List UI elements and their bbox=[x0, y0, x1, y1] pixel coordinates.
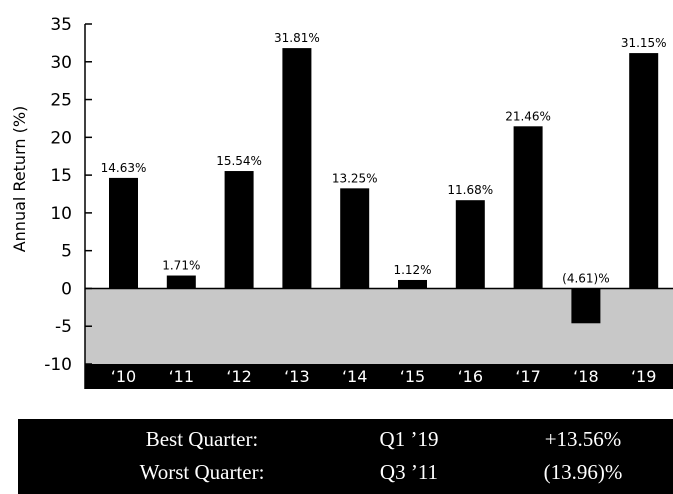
best-quarter-value: +13.56% bbox=[544, 427, 622, 451]
y-axis-ticks: 35 30 25 20 15 10 5 0 -5 -10 bbox=[44, 15, 92, 375]
y-tick-label-1: 30 bbox=[50, 53, 72, 73]
bar-9 bbox=[629, 53, 659, 289]
y-tick-label-9: -10 bbox=[44, 355, 72, 375]
bar-series bbox=[109, 48, 659, 324]
worst-quarter-period: Q3 ’11 bbox=[379, 460, 439, 484]
data-label-9: 31.15% bbox=[621, 36, 667, 50]
worst-quarter-row: Worst Quarter: Q3 ’11 (13.96)% bbox=[18, 460, 673, 490]
data-label-3: 31.81% bbox=[274, 31, 320, 45]
y-tick-label-0: 35 bbox=[50, 15, 72, 35]
bar-6 bbox=[455, 200, 485, 289]
bar-1 bbox=[166, 275, 196, 289]
best-quarter-period: Q1 ’19 bbox=[379, 427, 439, 451]
bar-0 bbox=[109, 177, 138, 289]
x-tick-label-7: ‘17 bbox=[515, 367, 540, 386]
data-label-6: 11.68% bbox=[447, 183, 493, 197]
x-tick-label-5: ‘15 bbox=[400, 367, 425, 386]
x-tick-label-4: ‘14 bbox=[342, 367, 367, 386]
worst-quarter-value: (13.96)% bbox=[543, 460, 623, 484]
worst-quarter-label: Worst Quarter: bbox=[139, 460, 265, 484]
bar-7 bbox=[513, 126, 543, 289]
x-tick-label-6: ‘16 bbox=[458, 367, 483, 386]
x-tick-label-1: ‘11 bbox=[169, 367, 194, 386]
bar-3 bbox=[282, 48, 312, 289]
data-label-2: 15.54% bbox=[216, 154, 262, 168]
data-label-5: 1.12% bbox=[393, 263, 431, 277]
category-label-band bbox=[85, 364, 673, 389]
annual-return-bar-chart: 14.63% 1.71% 15.54% 31.81% 13.25% 1.12% 11.68%… bbox=[10, 15, 673, 389]
y-tick-label-8: -5 bbox=[55, 317, 72, 337]
bar-2 bbox=[224, 171, 254, 289]
bar-5 bbox=[398, 279, 427, 289]
x-tick-label-0: ‘10 bbox=[111, 367, 136, 386]
y-tick-label-6: 5 bbox=[61, 242, 72, 262]
x-tick-label-2: ‘12 bbox=[226, 367, 251, 386]
y-tick-label-4: 15 bbox=[50, 166, 72, 186]
best-quarter-label: Best Quarter: bbox=[145, 427, 259, 451]
data-label-1: 1.71% bbox=[162, 259, 200, 273]
y-tick-label-3: 20 bbox=[50, 128, 72, 148]
y-axis-title: Annual Return (%) bbox=[10, 106, 29, 253]
bar-8 bbox=[571, 288, 601, 324]
y-tick-label-2: 25 bbox=[50, 91, 72, 111]
best-quarter-row: Best Quarter: Q1 ’19 +13.56% bbox=[18, 427, 673, 457]
x-tick-label-9: ‘19 bbox=[631, 367, 656, 386]
y-tick-label-7: 0 bbox=[61, 279, 72, 299]
data-label-4: 13.25% bbox=[332, 171, 378, 185]
x-tick-label-3: ‘13 bbox=[284, 367, 309, 386]
y-tick-label-5: 10 bbox=[50, 204, 72, 224]
data-labels: 14.63% 1.71% 15.54% 31.81% 13.25% 1.12% 11.68%… bbox=[101, 31, 667, 285]
x-tick-label-8: ‘18 bbox=[573, 367, 598, 386]
data-label-7: 21.46% bbox=[505, 109, 551, 123]
data-label-8: (4.61)% bbox=[562, 271, 609, 285]
quarter-stats-box: Best Quarter: Q1 ’19 +13.56% Worst Quart… bbox=[18, 419, 673, 494]
data-label-0: 14.63% bbox=[101, 161, 147, 175]
bar-4 bbox=[340, 188, 370, 289]
x-axis-tick-labels: ‘10 ‘11 ‘12 ‘13 ‘14 ‘15 ‘16 ‘17 ‘18 ‘19 bbox=[111, 367, 657, 386]
